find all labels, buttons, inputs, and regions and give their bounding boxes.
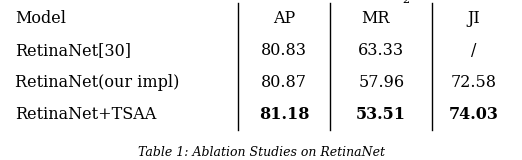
Text: -2: -2	[399, 0, 410, 5]
Text: 57.96: 57.96	[358, 74, 404, 91]
Text: AP: AP	[273, 10, 295, 27]
Text: 74.03: 74.03	[448, 106, 498, 123]
Text: Table 1: Ablation Studies on RetinaNet: Table 1: Ablation Studies on RetinaNet	[137, 146, 385, 159]
Text: 80.87: 80.87	[261, 74, 307, 91]
Text: /: /	[471, 42, 476, 59]
Text: Model: Model	[16, 10, 66, 27]
Text: RetinaNet(our impl): RetinaNet(our impl)	[16, 74, 180, 91]
Text: MR: MR	[361, 10, 389, 27]
Text: 80.83: 80.83	[261, 42, 307, 59]
Text: 81.18: 81.18	[259, 106, 309, 123]
Text: RetinaNet+TSAA: RetinaNet+TSAA	[16, 106, 157, 123]
Text: 63.33: 63.33	[358, 42, 404, 59]
Text: RetinaNet[30]: RetinaNet[30]	[16, 42, 132, 59]
Text: JI: JI	[467, 10, 480, 27]
Text: 53.51: 53.51	[356, 106, 406, 123]
Text: 72.58: 72.58	[450, 74, 496, 91]
